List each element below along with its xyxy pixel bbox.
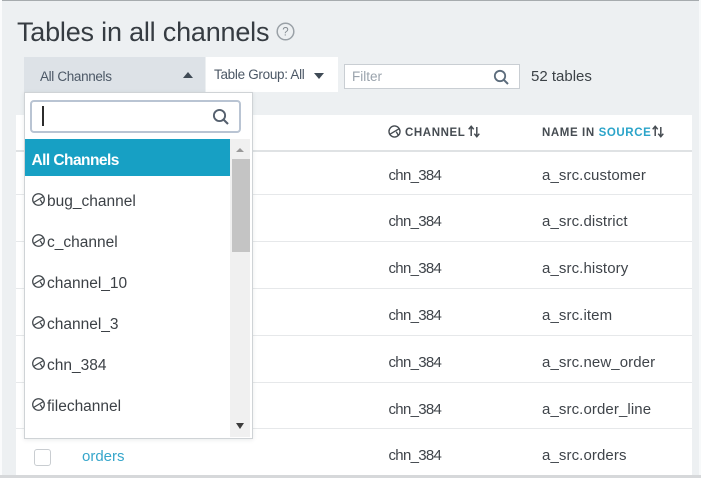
svg-text:?: ? xyxy=(282,27,288,39)
